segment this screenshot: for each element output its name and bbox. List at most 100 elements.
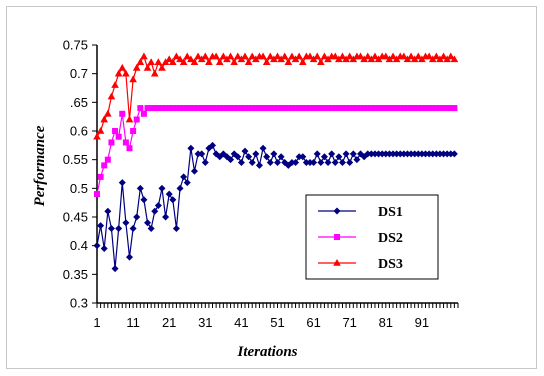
data-point-ds3 xyxy=(154,58,163,65)
data-point-ds2 xyxy=(184,105,191,112)
data-point-ds1 xyxy=(100,245,108,253)
data-point-ds1 xyxy=(302,159,310,167)
data-point-ds1 xyxy=(367,150,375,158)
data-point-ds2 xyxy=(231,105,238,112)
data-point-ds3 xyxy=(125,115,134,123)
data-point-ds3 xyxy=(122,69,130,77)
data-point-ds1 xyxy=(227,156,235,164)
data-point-ds3 xyxy=(273,52,282,60)
x-tick-label: 41 xyxy=(234,315,248,330)
data-point-ds2 xyxy=(148,105,155,112)
data-point-ds1 xyxy=(429,150,437,158)
data-point-ds1 xyxy=(183,179,191,187)
data-point-ds3 xyxy=(400,52,408,60)
data-point-ds2 xyxy=(263,105,270,112)
data-point-ds2 xyxy=(325,105,332,112)
data-point-ds3 xyxy=(432,52,441,60)
legend-label: DS3 xyxy=(378,257,403,272)
data-point-ds1 xyxy=(320,153,328,161)
data-point-ds2 xyxy=(195,105,202,112)
data-point-ds2 xyxy=(213,105,220,112)
data-point-ds1 xyxy=(310,159,318,167)
data-point-ds3 xyxy=(165,55,173,63)
data-point-ds1 xyxy=(277,153,285,161)
data-point-ds3 xyxy=(298,58,307,65)
data-point-ds3 xyxy=(309,55,318,63)
data-point-ds3 xyxy=(129,75,137,83)
data-point-ds1 xyxy=(97,222,105,230)
data-point-ds3 xyxy=(201,52,210,60)
data-point-ds1 xyxy=(259,144,267,152)
data-point-ds2 xyxy=(408,105,415,112)
data-point-ds1 xyxy=(324,159,332,167)
data-point-ds3 xyxy=(436,55,444,63)
data-point-ds2 xyxy=(270,105,277,112)
data-point-ds1 xyxy=(422,150,430,158)
data-point-ds2 xyxy=(292,105,299,112)
data-point-ds1 xyxy=(393,150,401,158)
legend-label: DS2 xyxy=(378,231,403,246)
data-point-ds1 xyxy=(190,167,198,175)
y-tick-label: 0.35 xyxy=(63,267,88,282)
series-line-ds3 xyxy=(96,55,455,138)
data-point-ds3 xyxy=(291,55,300,63)
data-point-ds3 xyxy=(136,58,145,65)
y-tick-label: 0.45 xyxy=(63,210,88,225)
y-tick-label: .65 xyxy=(70,95,88,110)
data-point-ds3 xyxy=(244,58,253,65)
data-point-ds1 xyxy=(313,150,321,158)
data-point-ds1 xyxy=(169,196,177,204)
data-point-ds1 xyxy=(165,190,173,198)
data-point-ds3 xyxy=(410,55,419,63)
data-point-ds1 xyxy=(241,147,249,155)
data-point-ds3 xyxy=(93,132,101,140)
data-point-ds1 xyxy=(389,150,397,158)
data-point-ds3 xyxy=(183,52,192,60)
y-tick-label: 0.5 xyxy=(70,181,88,196)
data-point-ds2 xyxy=(343,105,350,112)
data-point-ds2 xyxy=(451,105,458,112)
data-point-ds1 xyxy=(176,184,184,192)
data-point-ds2 xyxy=(375,105,382,112)
data-point-ds3 xyxy=(248,52,257,60)
data-point-ds1 xyxy=(418,150,426,158)
data-point-ds1 xyxy=(104,207,112,215)
data-point-ds1 xyxy=(306,159,314,167)
data-point-ds1 xyxy=(411,150,419,158)
x-tick-label: 31 xyxy=(198,315,212,330)
data-point-ds3 xyxy=(194,52,202,60)
data-point-ds3 xyxy=(356,52,365,60)
data-point-ds2 xyxy=(130,128,137,134)
data-point-ds3 xyxy=(418,55,426,63)
data-point-ds1 xyxy=(396,150,404,158)
data-point-ds3 xyxy=(241,52,249,60)
data-point-ds2 xyxy=(112,128,119,134)
data-point-ds2 xyxy=(137,105,144,112)
data-point-ds2 xyxy=(245,105,252,112)
y-tick-label: 0.4 xyxy=(70,238,88,253)
data-point-ds3 xyxy=(259,52,267,60)
data-point-ds3 xyxy=(295,52,303,60)
data-point-ds2 xyxy=(119,110,126,117)
data-point-ds3 xyxy=(104,109,112,117)
data-point-ds2 xyxy=(364,105,371,112)
data-point-ds1 xyxy=(432,150,440,158)
data-point-ds3 xyxy=(349,55,358,63)
data-point-ds3 xyxy=(446,52,455,60)
data-point-ds1 xyxy=(122,219,130,227)
data-point-ds2 xyxy=(444,105,451,112)
data-point-ds1 xyxy=(111,265,119,273)
data-point-ds2 xyxy=(379,105,386,112)
x-axis-title: Iterations xyxy=(236,344,297,360)
data-point-ds1 xyxy=(346,159,354,167)
data-point-ds1 xyxy=(274,159,281,167)
data-point-ds1 xyxy=(295,153,303,161)
legend-swatch-marker xyxy=(334,234,340,240)
data-point-ds1 xyxy=(234,153,242,161)
data-point-ds3 xyxy=(233,52,242,60)
data-point-ds3 xyxy=(179,58,188,65)
data-point-ds3 xyxy=(403,55,412,63)
x-tick-label: 71 xyxy=(342,315,356,330)
data-point-ds3 xyxy=(107,92,116,100)
